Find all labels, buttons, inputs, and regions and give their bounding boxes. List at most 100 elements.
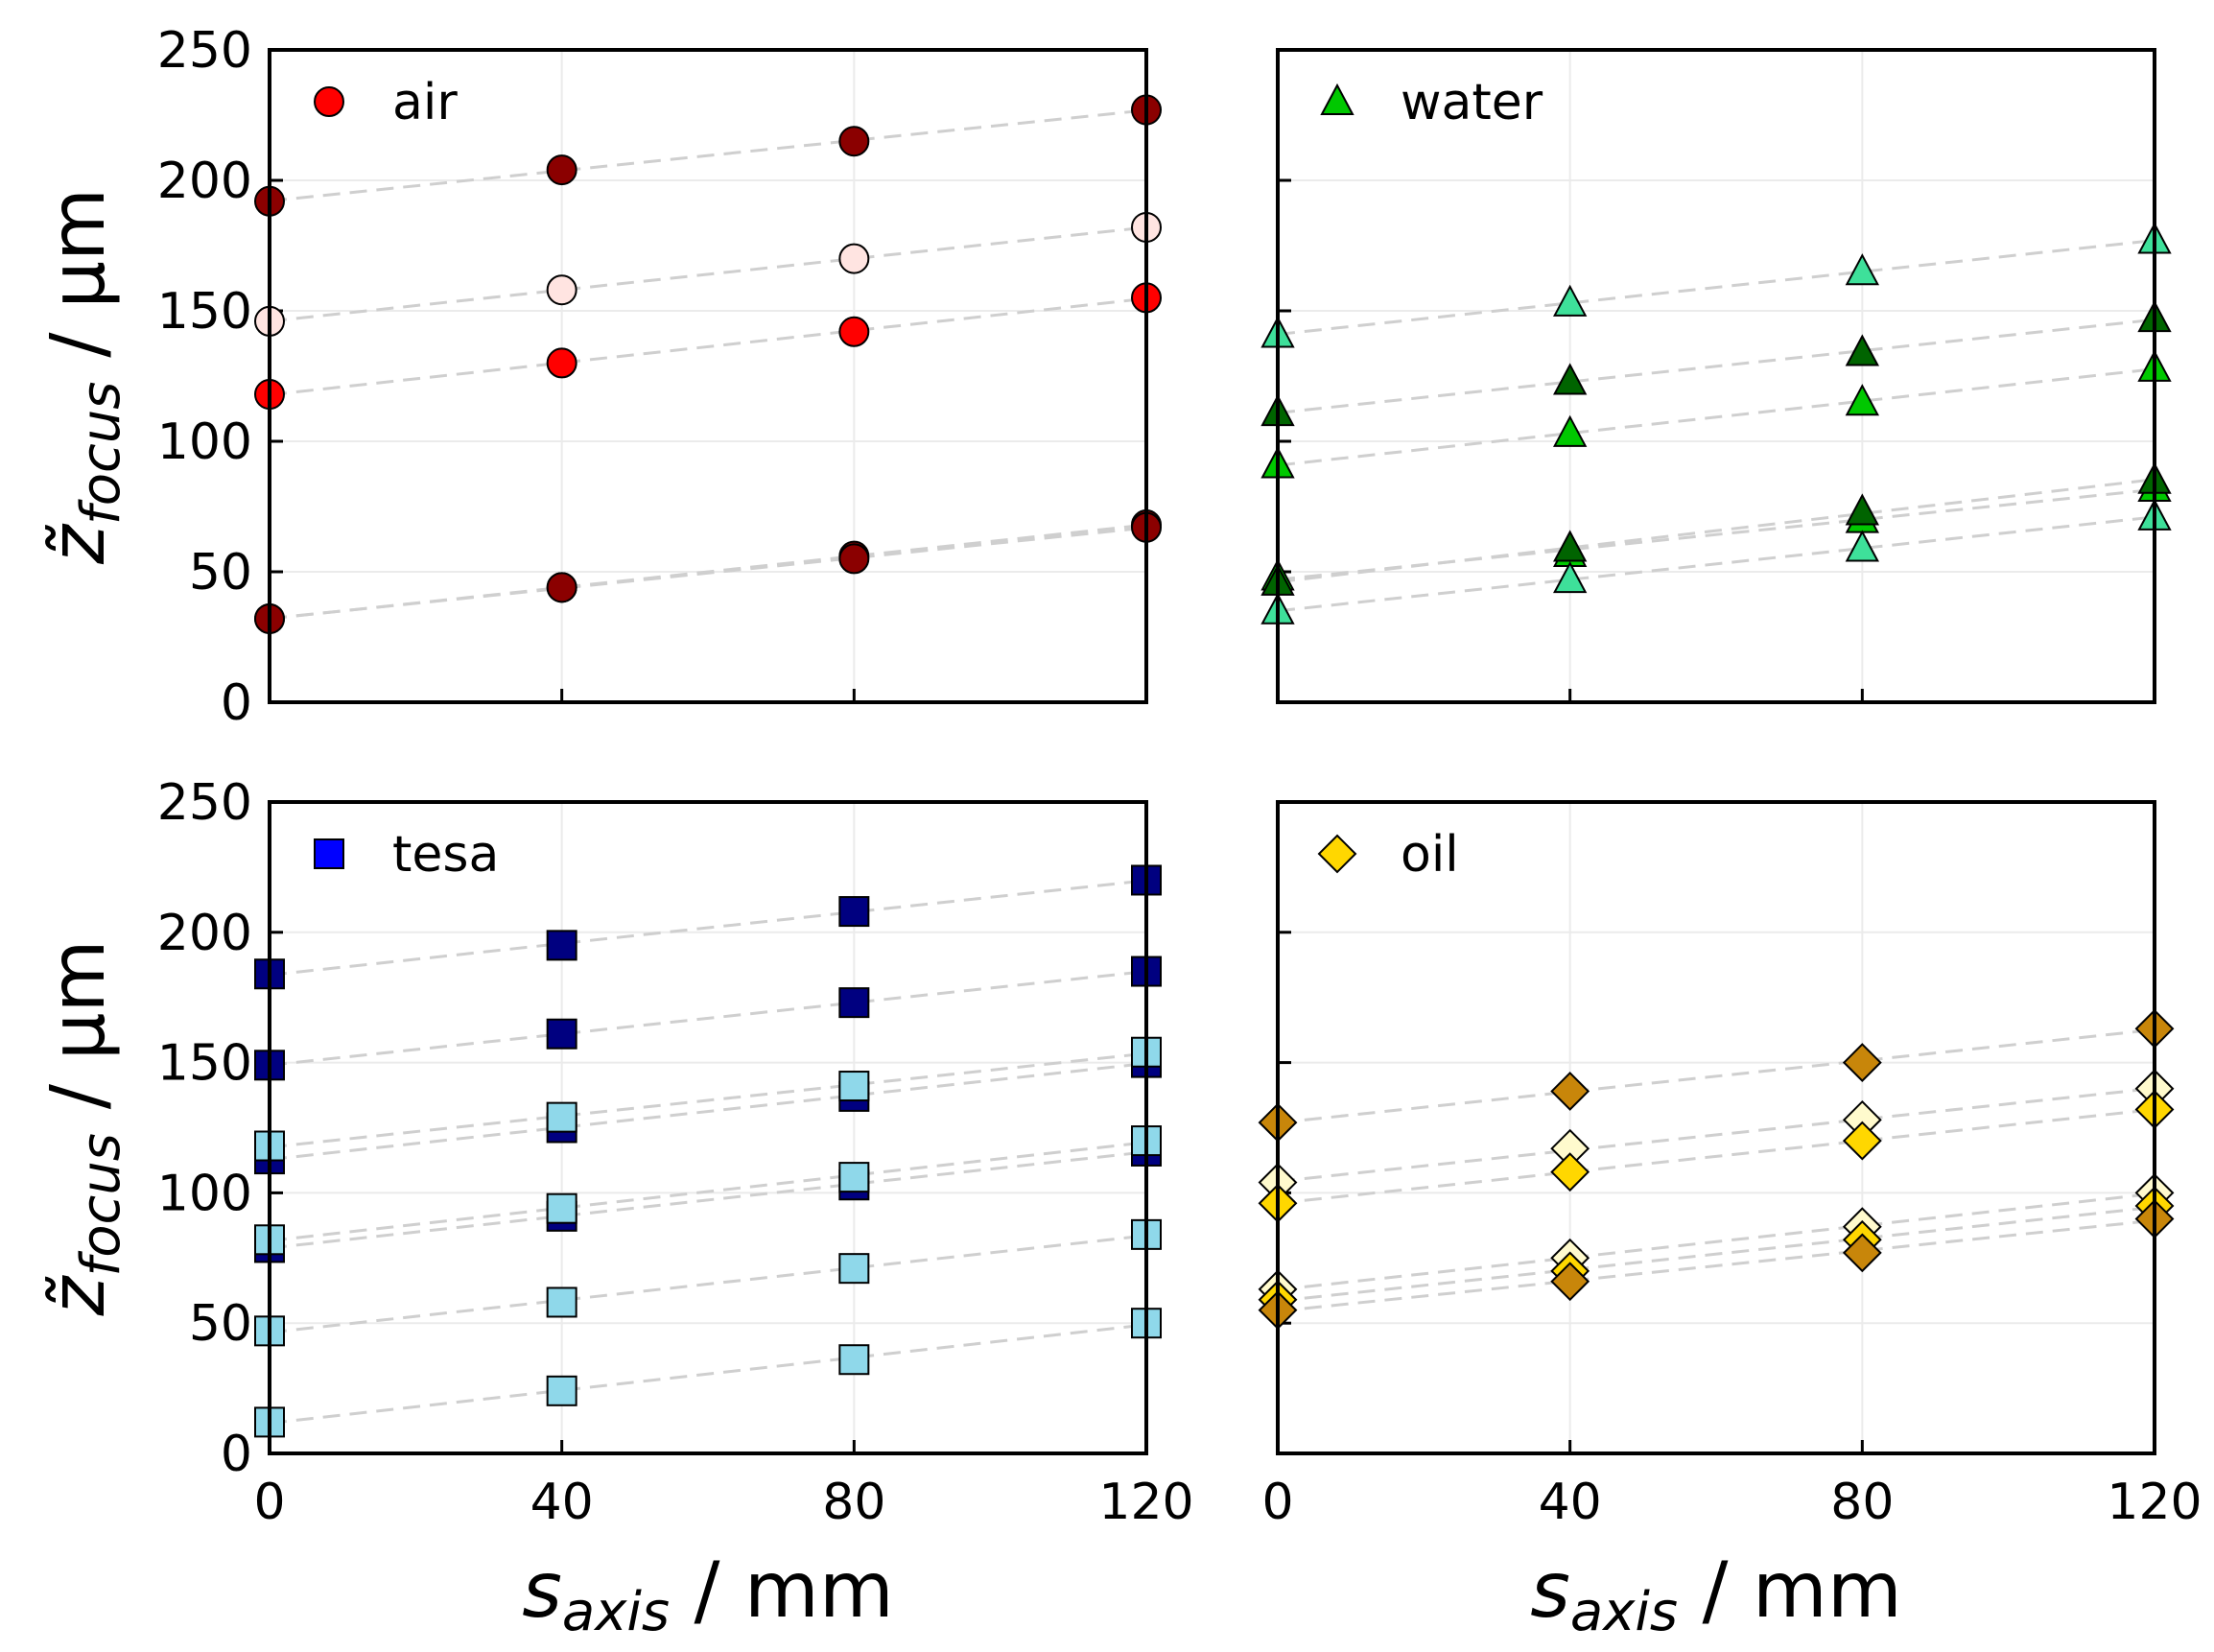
data-point-oil-0-1 — [1550, 1072, 1590, 1111]
axes-frame — [1276, 48, 2156, 704]
data-point-air-4-1 — [546, 572, 577, 603]
fit-line — [269, 1061, 1147, 1162]
data-point-tesa-7-1 — [546, 1375, 577, 1406]
y-tick-label: 250 — [157, 22, 252, 80]
fit-line — [1277, 318, 2155, 414]
fit-line — [1277, 367, 2155, 467]
x-tick-label: 120 — [2107, 1474, 2202, 1531]
data-point-air-0-2 — [838, 126, 870, 157]
data-point-water-4-2 — [1845, 493, 1880, 526]
y-tick-label: 150 — [157, 283, 252, 341]
y-tick-label: 250 — [157, 774, 252, 832]
fit-line — [269, 1323, 1147, 1425]
fit-line — [1277, 1192, 2155, 1291]
panel-tesa: 0 50 100 150 200 250 0 40 80 120 tesa z̃focus / µm s… — [35, 774, 1194, 1643]
data-point-tesa-3-2 — [838, 1071, 870, 1102]
x-label-unit: / mm — [670, 1546, 894, 1635]
y-label-main: z̃ — [35, 1274, 122, 1316]
legend-label: water — [1401, 74, 1543, 131]
data-point-air-1-1 — [546, 274, 577, 306]
data-point-air-0-1 — [546, 154, 577, 186]
y-label-unit: / µm — [35, 940, 122, 1133]
data-point-air-4-2 — [838, 543, 870, 575]
data-point-tesa-5-1 — [546, 1192, 577, 1224]
fit-line — [1277, 515, 2155, 613]
y-label-unit: / µm — [35, 188, 122, 381]
x-label-main: s — [1530, 1546, 1570, 1635]
fit-line — [1277, 1107, 2155, 1205]
fit-line — [269, 526, 1147, 621]
x-tick-label: 80 — [1830, 1474, 1894, 1531]
legend-label: oil — [1401, 826, 1459, 884]
fit-line — [1277, 1086, 2155, 1183]
y-label-main: z̃ — [35, 523, 122, 565]
y-tick-label: 50 — [189, 1295, 252, 1353]
y-tick-label: 150 — [157, 1035, 252, 1093]
x-axis-label: saxis / mm — [522, 1546, 894, 1643]
axes-frame — [268, 48, 1148, 704]
x-label-unit: / mm — [1678, 1546, 1902, 1635]
legend-label: air — [392, 74, 458, 131]
data-point-oil-5-2 — [1842, 1233, 1882, 1273]
y-tick-label: 100 — [157, 413, 252, 471]
fit-line — [1277, 1027, 2155, 1124]
fit-line — [1277, 478, 2155, 584]
legend-label: tesa — [392, 826, 499, 884]
legend-marker — [1317, 834, 1357, 874]
y-tick-label: 0 — [221, 1426, 252, 1483]
data-point-water-1-1 — [1552, 363, 1588, 395]
fit-line — [269, 296, 1147, 397]
x-label-sub: axis — [562, 1581, 670, 1643]
y-tick-label: 100 — [157, 1165, 252, 1222]
x-label-sub: axis — [1570, 1581, 1678, 1643]
fit-line — [269, 970, 1147, 1067]
fit-line — [1277, 239, 2155, 336]
data-point-water-2-2 — [1845, 384, 1880, 416]
data-point-tesa-1-1 — [546, 1018, 577, 1050]
data-point-air-1-2 — [838, 243, 870, 274]
x-label-main: s — [522, 1546, 562, 1635]
panel-water: water — [1260, 48, 2172, 704]
data-point-air-2-1 — [546, 347, 577, 379]
data-point-water-5-1 — [1552, 561, 1588, 594]
data-point-water-0-1 — [1552, 284, 1588, 317]
axes-frame — [268, 800, 1148, 1455]
data-point-oil-0-2 — [1842, 1043, 1882, 1083]
legend-marker — [314, 838, 344, 869]
fit-line — [269, 225, 1147, 323]
fit-line — [1277, 487, 2155, 581]
y-tick-label: 200 — [157, 905, 252, 962]
y-tick-label: 0 — [221, 674, 252, 732]
data-point-water-5-2 — [1845, 530, 1880, 562]
x-tick-label: 80 — [822, 1474, 885, 1531]
data-point-oil-2-2 — [1842, 1121, 1882, 1161]
fit-line — [269, 108, 1147, 202]
data-point-tesa-0-1 — [546, 930, 577, 961]
data-point-oil-2-1 — [1550, 1152, 1590, 1192]
data-point-tesa-7-2 — [838, 1344, 870, 1376]
legend-marker — [314, 86, 344, 117]
x-axis-label: saxis / mm — [1530, 1546, 1902, 1643]
fit-line — [269, 879, 1147, 977]
fit-line — [269, 1141, 1147, 1242]
fit-line — [269, 1234, 1147, 1334]
y-axis-label: z̃focus / µm — [35, 188, 132, 565]
data-point-tesa-6-2 — [838, 1253, 870, 1285]
fit-line — [269, 1051, 1147, 1149]
data-point-water-1-2 — [1845, 334, 1880, 366]
data-point-tesa-5-2 — [838, 1162, 870, 1193]
panel-oil: 0 40 80 120 oil saxis / mm — [1258, 800, 2202, 1643]
panel-air: 0 50 100 150 200 250 air z̃focus / µm — [35, 22, 1162, 732]
y-axis-label: z̃focus / µm — [35, 940, 132, 1317]
data-point-tesa-1-2 — [838, 987, 870, 1019]
legend-marker — [1320, 83, 1354, 115]
fit-line — [1277, 1205, 2155, 1303]
fit-line — [269, 1150, 1147, 1250]
y-tick-label: 200 — [157, 153, 252, 210]
data-point-water-2-1 — [1552, 414, 1588, 447]
y-label-sub: focus — [70, 1133, 132, 1276]
fit-line — [1277, 1218, 2155, 1313]
axes-frame — [1276, 800, 2156, 1455]
data-point-tesa-0-2 — [838, 896, 870, 928]
